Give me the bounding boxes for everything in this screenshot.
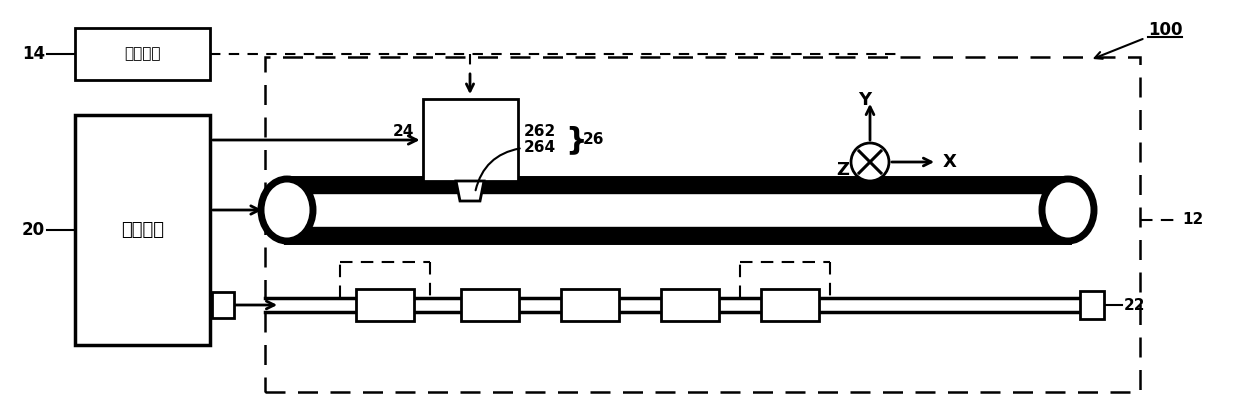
Bar bbox=[423, 99, 517, 181]
Text: 20: 20 bbox=[22, 221, 45, 239]
Text: 12: 12 bbox=[1182, 213, 1203, 228]
Bar bbox=[560, 289, 619, 321]
Text: 24: 24 bbox=[393, 124, 414, 139]
Ellipse shape bbox=[260, 179, 312, 241]
Text: 22: 22 bbox=[1123, 297, 1146, 312]
Text: 液体容器: 液体容器 bbox=[124, 47, 161, 61]
Text: 26: 26 bbox=[583, 132, 604, 147]
Text: }: } bbox=[565, 126, 587, 155]
Text: Z: Z bbox=[836, 161, 849, 179]
Text: 100: 100 bbox=[1095, 21, 1183, 59]
Text: Y: Y bbox=[858, 91, 872, 109]
Bar bbox=[356, 289, 414, 321]
Polygon shape bbox=[456, 181, 484, 201]
Bar bbox=[661, 289, 719, 321]
Bar bbox=[761, 289, 818, 321]
Text: X: X bbox=[942, 153, 957, 171]
Text: 264: 264 bbox=[523, 141, 556, 155]
Circle shape bbox=[851, 143, 889, 181]
Text: 262: 262 bbox=[523, 124, 556, 139]
Text: 控制单元: 控制单元 bbox=[122, 221, 164, 239]
Bar bbox=[1080, 291, 1104, 319]
Bar bbox=[74, 28, 210, 80]
Bar bbox=[212, 292, 234, 318]
Bar bbox=[74, 115, 210, 345]
Text: 14: 14 bbox=[22, 45, 45, 63]
Bar bbox=[461, 289, 520, 321]
Ellipse shape bbox=[1042, 179, 1094, 241]
